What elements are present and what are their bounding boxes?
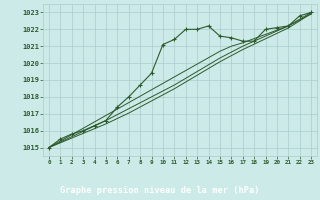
Text: Graphe pression niveau de la mer (hPa): Graphe pression niveau de la mer (hPa)	[60, 186, 260, 195]
